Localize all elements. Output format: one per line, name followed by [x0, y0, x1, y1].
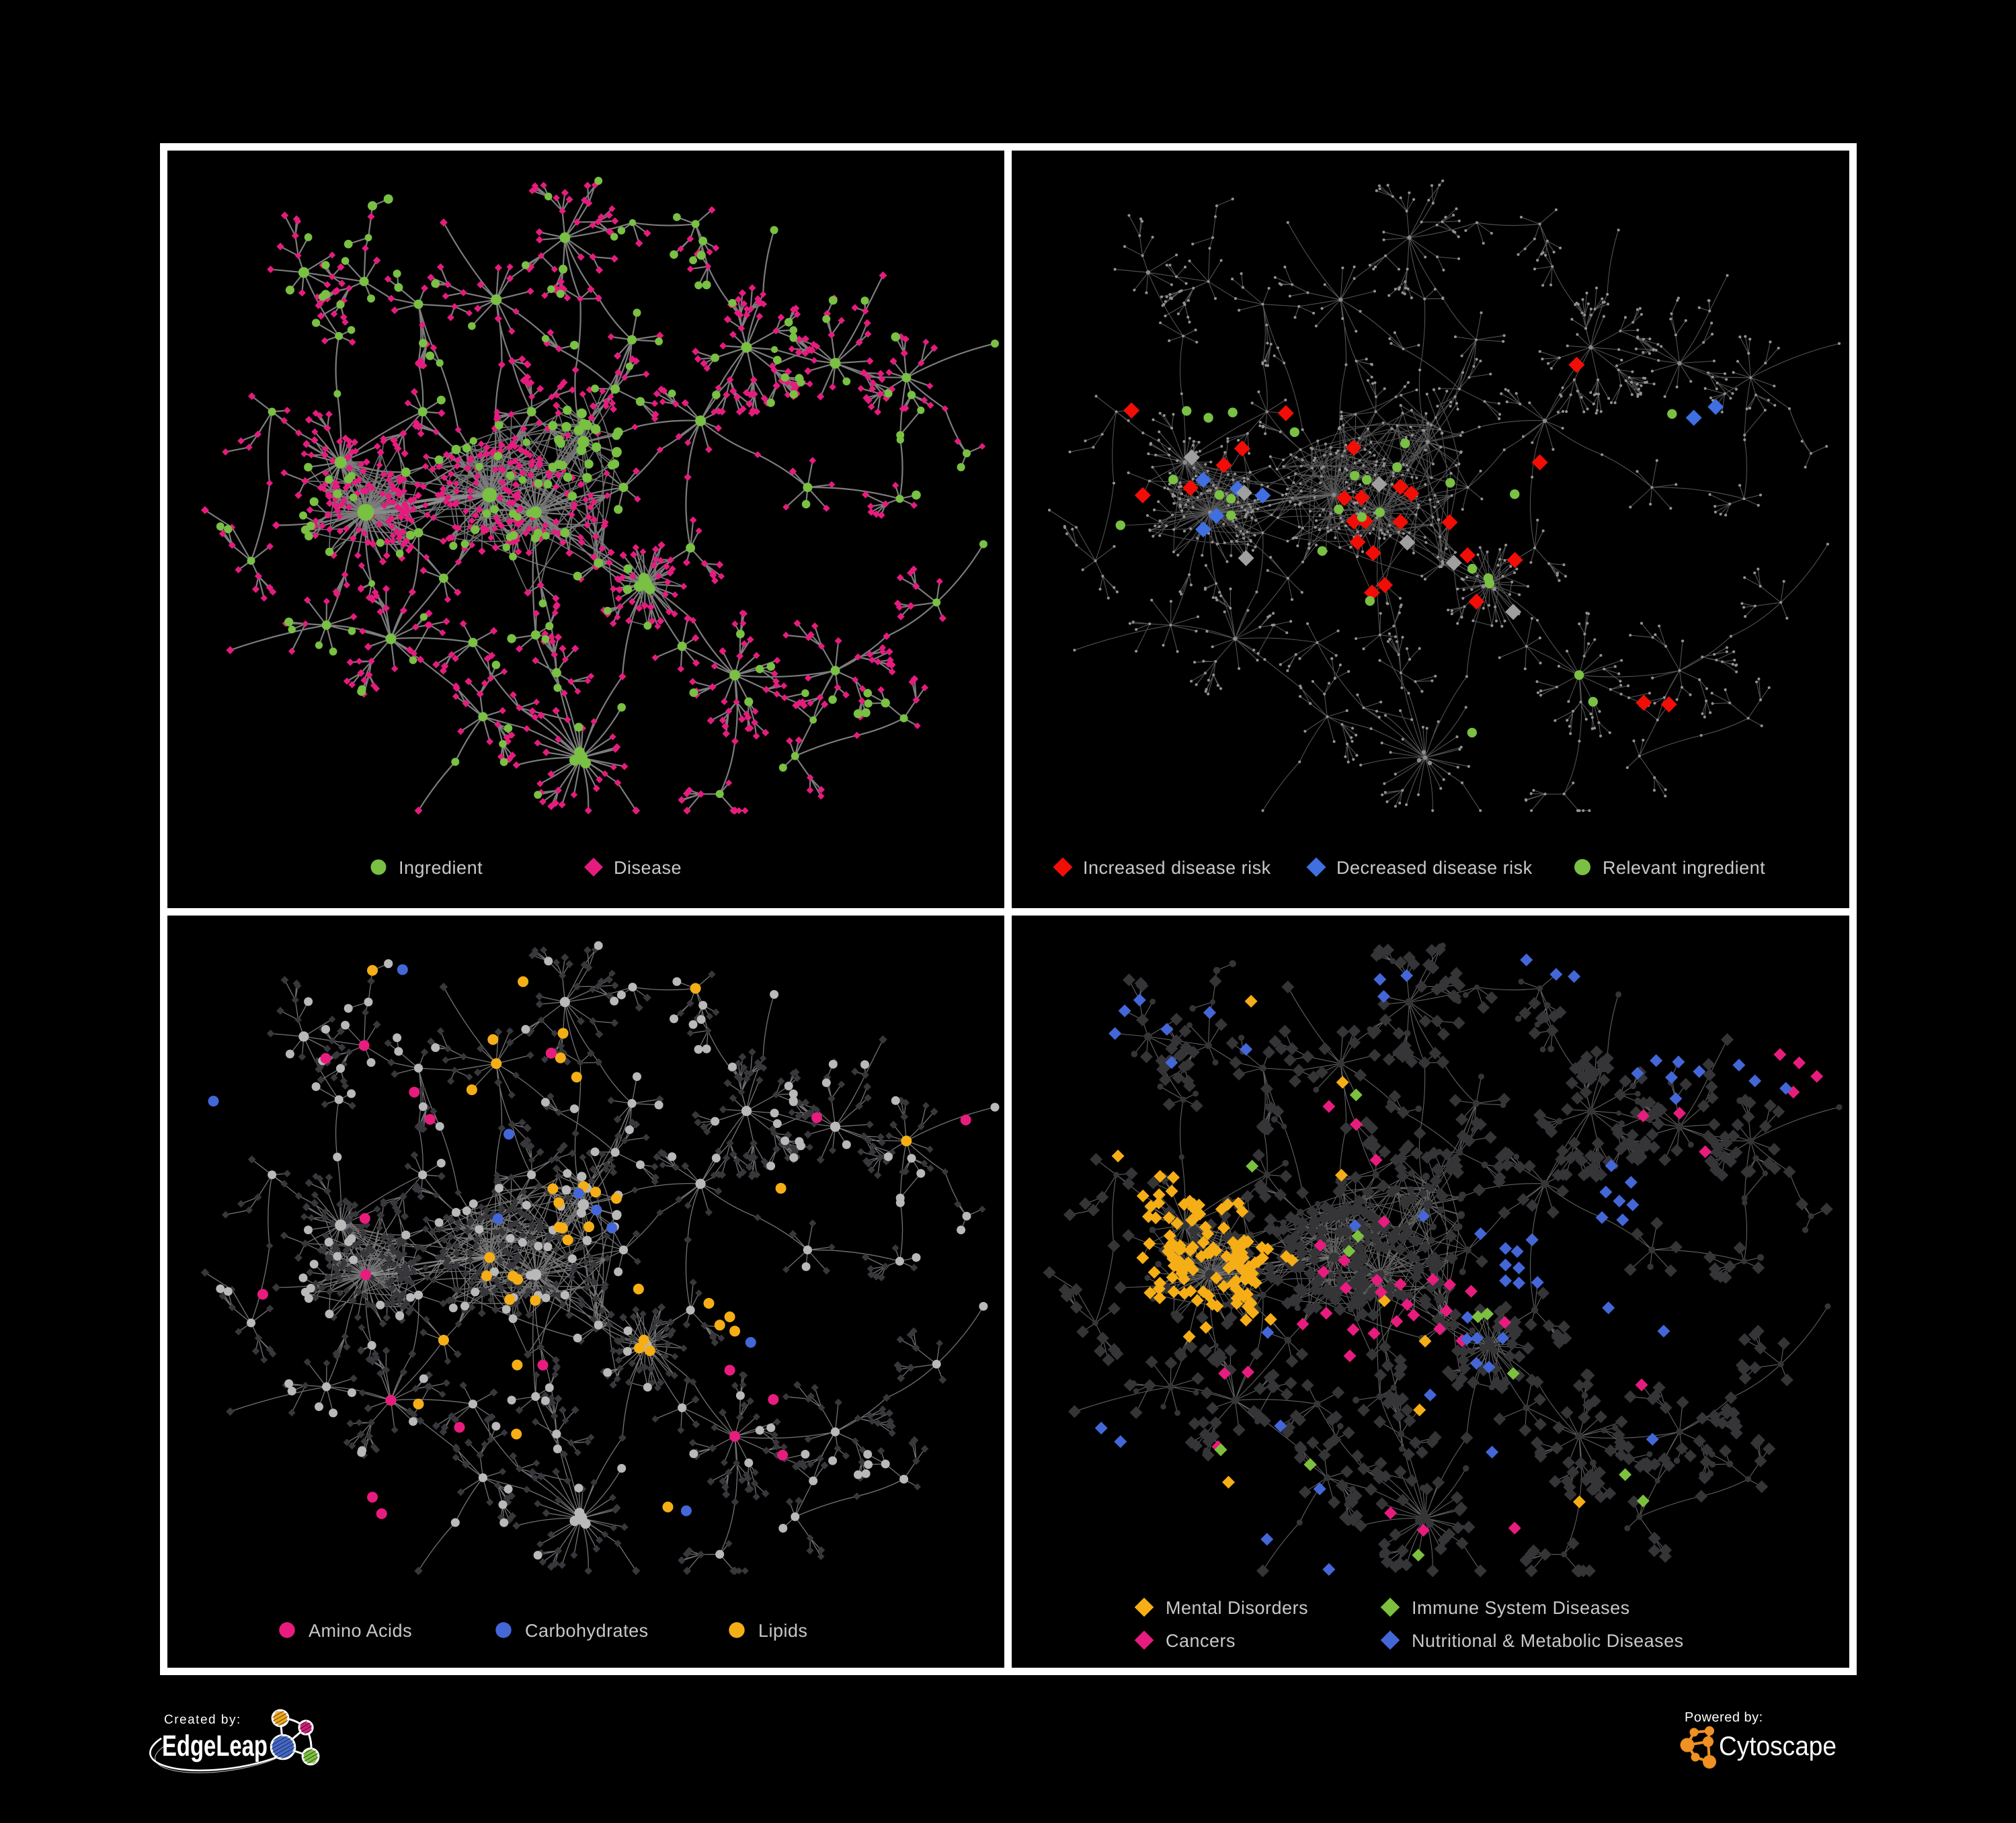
svg-text:Increased disease risk: Increased disease risk: [1083, 858, 1271, 878]
svg-text:Ingredient: Ingredient: [399, 858, 483, 878]
svg-text:Disease: Disease: [614, 858, 682, 878]
svg-text:Carbohydrates: Carbohydrates: [525, 1621, 649, 1641]
svg-text:Immune System Diseases: Immune System Diseases: [1412, 1598, 1630, 1618]
svg-text:Lipids: Lipids: [758, 1621, 808, 1641]
svg-text:Mental Disorders: Mental Disorders: [1166, 1598, 1308, 1618]
svg-text:Relevant ingredient: Relevant ingredient: [1603, 858, 1765, 878]
svg-text:Nutritional & Metabolic Diseas: Nutritional & Metabolic Diseases: [1412, 1631, 1684, 1651]
svg-text:Cytoscape: Cytoscape: [1719, 1732, 1837, 1761]
svg-text:Created by:: Created by:: [164, 1713, 241, 1727]
svg-text:Amino Acids: Amino Acids: [309, 1621, 412, 1641]
svg-text:Powered by:: Powered by:: [1685, 1710, 1763, 1725]
svg-text:Decreased disease risk: Decreased disease risk: [1336, 858, 1533, 878]
svg-text:Cancers: Cancers: [1166, 1631, 1236, 1651]
svg-text:EdgeLeap: EdgeLeap: [162, 1730, 268, 1763]
